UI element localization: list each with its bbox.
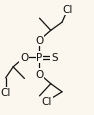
Text: O: O	[20, 53, 29, 62]
Text: Cl: Cl	[42, 96, 52, 106]
Text: S: S	[51, 53, 58, 62]
Text: Cl: Cl	[63, 5, 73, 15]
Text: O: O	[35, 69, 44, 79]
Text: O: O	[35, 36, 44, 46]
Text: P: P	[36, 53, 43, 62]
Text: Cl: Cl	[0, 88, 11, 98]
